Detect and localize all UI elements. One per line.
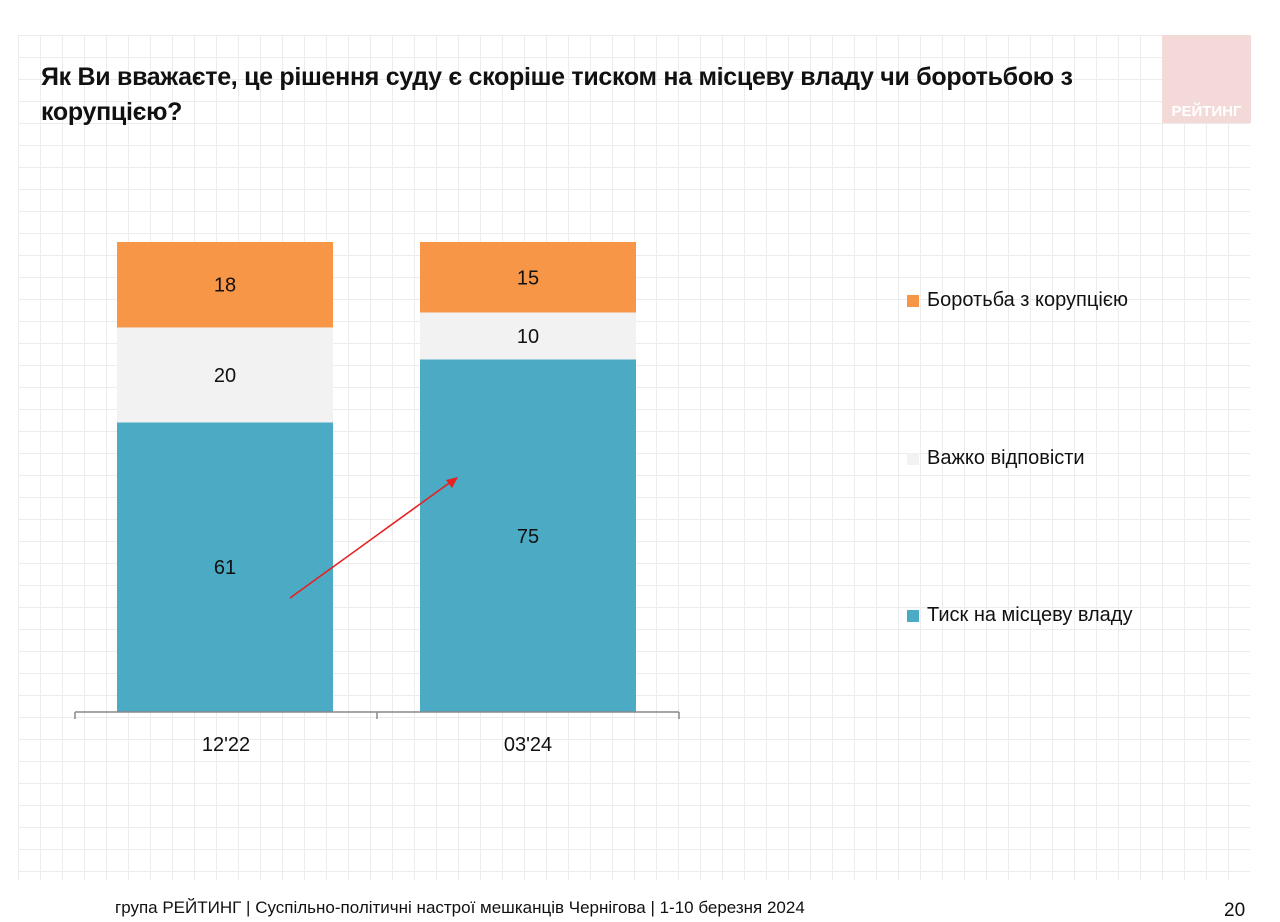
bar-segment [420, 312, 636, 360]
trend-arrowhead [446, 477, 458, 488]
legend-item-hard-to-say: Важко відповісти [907, 447, 1085, 470]
legend-item-corruption: Боротьба з корупцією [907, 289, 1128, 312]
legend-swatch [907, 452, 919, 465]
category-label: 03'24 [504, 734, 552, 756]
category-label: 12'22 [202, 734, 250, 756]
page-number: 20 [1224, 900, 1246, 921]
legend-swatch [907, 294, 919, 307]
bar-segment [117, 327, 333, 423]
legend-item-pressure: Тиск на місцеву владу [907, 604, 1132, 627]
data-label: 10 [517, 326, 539, 348]
footer-text: група РЕЙТИНГ | Суспільно-політичні наст… [115, 898, 805, 917]
data-label: 18 [214, 275, 236, 297]
data-label: 61 [214, 557, 236, 579]
bar-segment [117, 422, 333, 712]
legend-swatch [907, 609, 919, 622]
bar-segment [420, 242, 636, 313]
data-label: 20 [214, 365, 236, 387]
legend-label: Важко відповісти [927, 447, 1085, 469]
logo-text: РЕЙТИНГ [1171, 103, 1242, 120]
bar-segment [117, 242, 333, 328]
bar-segment [420, 359, 636, 712]
trend-arrow [289, 480, 453, 599]
data-label: 75 [517, 526, 539, 548]
legend-label: Тиск на місцеву владу [927, 604, 1133, 626]
legend-label: Боротьба з корупцією [927, 289, 1128, 311]
page-title: Як Ви вважаєте, це рішення суду є скоріш… [41, 63, 1073, 126]
data-label: 15 [517, 267, 539, 289]
rating-logo: РЕЙТИНГ [1162, 35, 1251, 123]
